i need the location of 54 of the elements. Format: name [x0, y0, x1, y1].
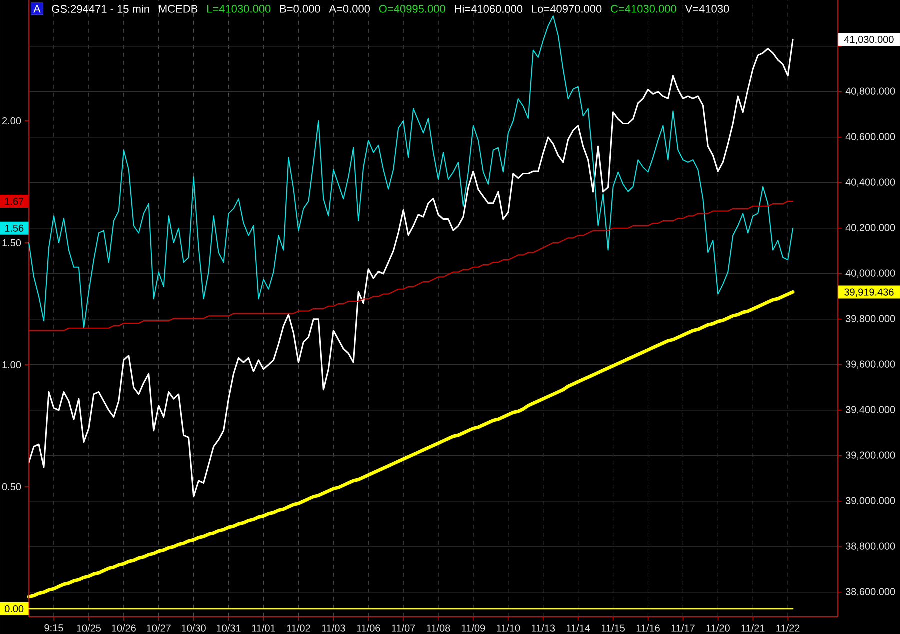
x-tick-label: 11/15	[602, 624, 626, 632]
y2-tick-label: 1.67	[5, 198, 24, 206]
x-tick-label: 11/21	[742, 624, 765, 632]
annotation: B=0.000	[280, 5, 320, 13]
x-tick-label: 10/31	[217, 624, 241, 632]
y-tick-label: 41,030.000	[844, 36, 894, 44]
y-tick-label: 39,400.000	[846, 406, 896, 415]
y-tick-label: 38,800.000	[846, 542, 896, 552]
annotation: V=41030	[685, 5, 730, 13]
chart-title: GS:294471 - 15 min	[52, 4, 150, 14]
y-tick-label: 40,200.000	[846, 224, 896, 233]
y-tick-label: 40,800.000	[846, 88, 896, 96]
x-tick-label: 11/06	[357, 624, 380, 632]
y2-tick-label: 1.00	[2, 361, 22, 369]
annotation: Hi=41060.000	[455, 4, 523, 14]
y2-tick-label: 2.00	[2, 117, 22, 125]
y-tick-label: 39,200.000	[846, 452, 896, 460]
x-tick-label: 10/30	[182, 624, 206, 632]
x-tick-label: 10/26	[112, 624, 136, 632]
x-tick-label: 10/27	[147, 624, 171, 632]
annotation: C=41030.000	[611, 5, 676, 13]
x-tick-label: 11/17	[672, 624, 695, 632]
y-tick-label: 40,400.000	[846, 178, 896, 188]
x-tick-label: 11/03	[322, 624, 346, 632]
annotation: A	[34, 5, 41, 13]
y-tick-label: 39,600.000	[846, 360, 896, 370]
y2-tick-label: 0.00	[4, 605, 24, 613]
annotation: Lo=40970.000	[532, 5, 602, 13]
y-tick-label: 39,919.436	[844, 288, 894, 298]
x-tick-label: 11/07	[392, 624, 416, 632]
y-tick-label: 38,600.000	[846, 588, 896, 597]
x-tick-label: 11/08	[427, 624, 450, 632]
y2-tick-label: 1.56	[5, 224, 24, 232]
x-tick-label: 11/13	[532, 624, 556, 632]
y-tick-label: 39,800.000	[846, 315, 896, 324]
x-tick-label: 11/20	[706, 624, 730, 632]
x-tick-label: 11/22	[776, 624, 800, 632]
annotation: L=41030.000	[207, 5, 271, 13]
y2-tick-label: 0.50	[2, 483, 22, 490]
x-tick-label: 10/25	[77, 624, 102, 632]
y-tick-label: 40,000.000	[846, 270, 896, 278]
x-tick-label: 11/02	[287, 624, 310, 632]
x-tick-label: 11/16	[636, 624, 660, 632]
x-tick-label: 11/10	[497, 624, 520, 632]
x-tick-label: 11/14	[566, 624, 590, 632]
annotation: O=40995.000	[379, 5, 446, 13]
x-tick-label: 9:15	[44, 624, 64, 632]
y2-tick-label: 1.50	[2, 239, 22, 247]
annotation: MCEDB	[159, 5, 198, 13]
x-tick-label: 11/09	[462, 624, 486, 632]
y-tick-label: 39,000.000	[846, 497, 896, 506]
x-tick-label: 11/01	[252, 624, 276, 632]
annotation: A=0.000	[329, 5, 370, 13]
y-tick-label: 40,600.000	[846, 133, 896, 142]
